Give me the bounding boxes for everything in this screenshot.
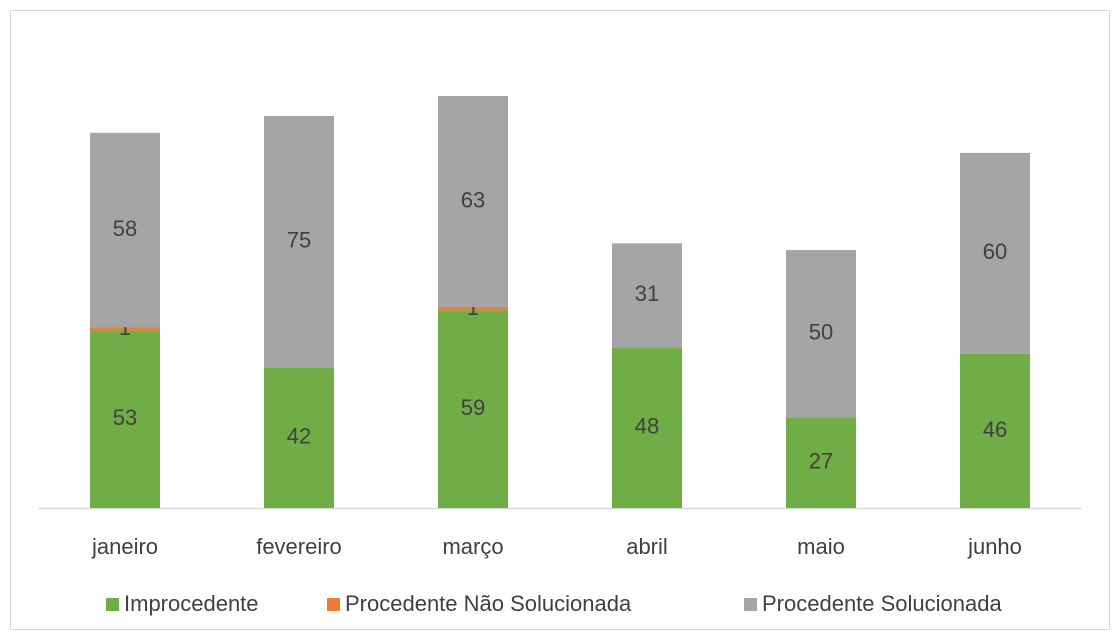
data-label: 63 [461, 187, 485, 212]
legend-swatch [106, 598, 119, 611]
bar-segment [90, 132, 160, 328]
data-label: 53 [113, 405, 137, 430]
data-label: 59 [461, 395, 485, 420]
x-tick-label: janeiro [91, 534, 158, 559]
legend-label: Improcedente [124, 591, 259, 616]
bar-segment [786, 250, 856, 418]
bar-segment [90, 327, 160, 331]
data-label: 50 [809, 320, 833, 345]
bar-segment [438, 95, 508, 307]
legend-swatch [327, 598, 340, 611]
data-label: 27 [809, 449, 833, 474]
x-tick-label: maio [797, 534, 845, 559]
bar-segment [264, 116, 334, 368]
x-tick-label: fevereiro [256, 534, 342, 559]
data-label: 46 [983, 417, 1007, 442]
data-label: 31 [635, 281, 659, 306]
x-tick-label: abril [626, 534, 668, 559]
chart-frame [10, 10, 1110, 630]
data-label: 60 [983, 239, 1007, 264]
legend-label: Procedente Solucionada [762, 591, 1002, 616]
bar-segment [612, 243, 682, 348]
x-tick-label: junho [967, 534, 1022, 559]
bar-segment [960, 152, 1030, 354]
data-label: 42 [287, 423, 311, 448]
bar-segment [438, 307, 508, 311]
bar-segment [264, 367, 334, 508]
data-label: 75 [287, 227, 311, 252]
bar-segment [960, 353, 1030, 508]
x-tick-label: março [442, 534, 503, 559]
bar-segment [438, 310, 508, 508]
data-label: 58 [113, 216, 137, 241]
legend-label: Procedente Não Solucionada [345, 591, 632, 616]
bar-segment [90, 330, 160, 508]
bar-segment [786, 417, 856, 508]
data-label: 48 [635, 413, 659, 438]
legend-swatch [744, 598, 757, 611]
bar-segment [612, 347, 682, 508]
